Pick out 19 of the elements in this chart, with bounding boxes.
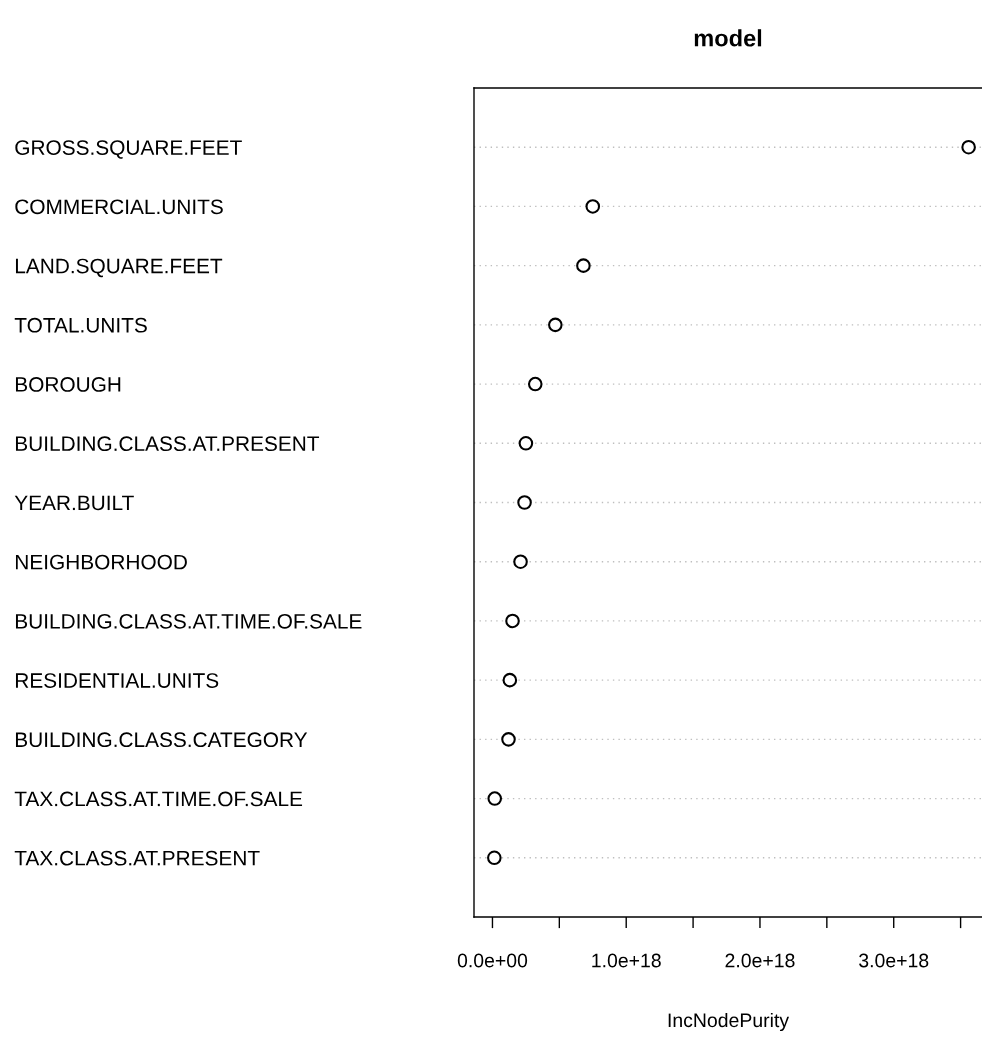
y-tick-label: BUILDING.CLASS.AT.TIME.OF.SALE xyxy=(15,613,362,629)
y-tick-label: BUILDING.CLASS.CATEGORY xyxy=(15,732,308,748)
y-tick-label: TOTAL.UNITS xyxy=(14,317,147,333)
y-tick-label: NEIGHBORHOOD xyxy=(15,554,187,570)
y-tick-label: GROSS.SQUARE.FEET xyxy=(15,140,242,159)
x-tick-label: 3.0e+18 xyxy=(859,953,929,968)
x-tick-label: 0.0e+00 xyxy=(457,953,528,968)
chart-title: model xyxy=(694,29,762,47)
x-tick-label: 2.0e+18 xyxy=(725,953,795,968)
y-tick-label: BOROUGH xyxy=(15,377,121,392)
y-tick-label: LAND.SQUARE.FEET xyxy=(15,258,223,278)
y-tick-label: TAX.CLASS.AT.PRESENT xyxy=(14,850,260,866)
y-tick-label: YEAR.BUILT xyxy=(14,495,134,511)
x-tick-label: 1.0e+18 xyxy=(592,953,661,968)
y-tick-label: COMMERCIAL.UNITS xyxy=(15,199,223,215)
y-tick-label: RESIDENTIAL.UNITS xyxy=(15,673,219,688)
y-tick-label: BUILDING.CLASS.AT.PRESENT xyxy=(15,436,320,452)
y-tick-label: TAX.CLASS.AT.TIME.OF.SALE xyxy=(14,791,303,807)
x-axis-title: IncNodePurity xyxy=(668,1012,790,1032)
